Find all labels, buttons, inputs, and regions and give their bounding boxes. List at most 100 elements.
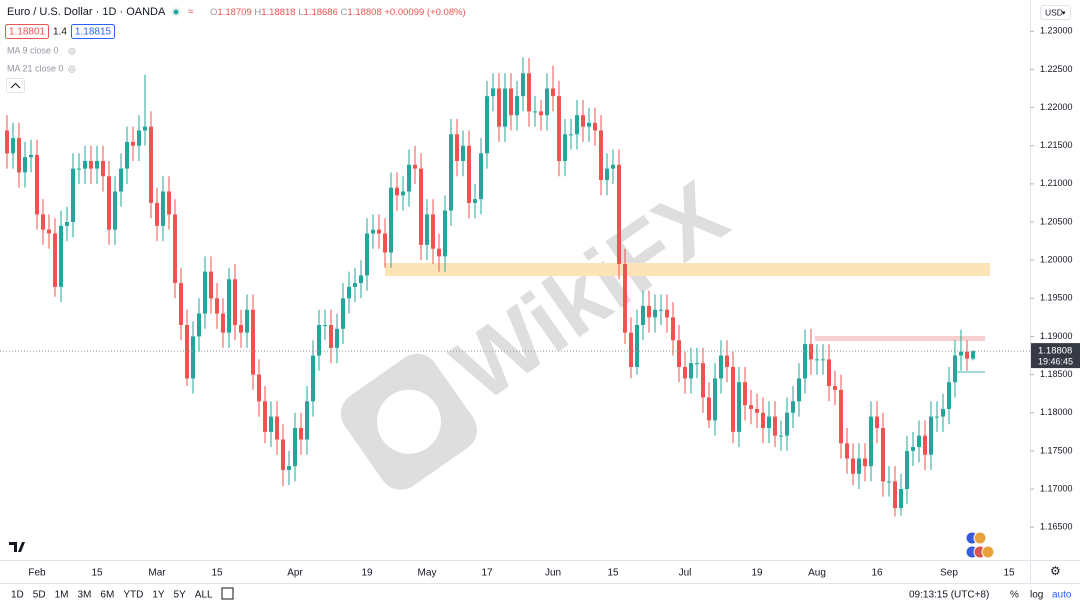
candle-body <box>611 164 615 169</box>
date-range-icon[interactable] <box>221 587 234 600</box>
candle-body <box>263 401 267 432</box>
y-tick-label: 1.19500 <box>1040 293 1073 303</box>
y-tick-label: 1.17500 <box>1040 445 1073 455</box>
y-tick-label: 1.20000 <box>1040 255 1073 265</box>
range-button[interactable]: 3M <box>78 590 92 601</box>
price-tag-countdown: 19:46:45 <box>1038 356 1073 366</box>
collapse-button[interactable] <box>6 78 25 93</box>
event-badge[interactable] <box>973 531 987 545</box>
candle-body <box>221 313 225 333</box>
percent-toggle[interactable]: % <box>1010 590 1019 601</box>
candle-body <box>593 122 597 131</box>
candle-body <box>125 141 129 169</box>
candle-body <box>317 325 321 356</box>
candle-body <box>959 351 963 356</box>
candle-body <box>323 325 327 327</box>
symbol-title[interactable]: Euro / U.S. Dollar · 1D · OANDA <box>7 6 166 18</box>
candle-body <box>839 389 843 444</box>
x-tick-label: May <box>418 568 437 579</box>
candle-body <box>707 397 711 421</box>
ohlc-legend: O1.18709 H1.18818 L1.18686 C1.18808 +0.0… <box>210 7 466 18</box>
event-badge[interactable] <box>981 545 995 559</box>
candle-body <box>275 416 279 440</box>
candle-body <box>587 122 591 127</box>
y-tick-label: 1.17000 <box>1040 483 1073 493</box>
candle-body <box>641 305 645 326</box>
candle-body <box>881 428 885 482</box>
candle-body <box>803 344 807 379</box>
y-tick-label: 1.16500 <box>1040 522 1073 532</box>
candle-body <box>917 435 921 448</box>
candle-body <box>281 439 285 470</box>
candle-body <box>485 96 489 154</box>
range-button[interactable]: 5D <box>33 590 46 601</box>
indicator-label[interactable]: MA 21 close 0 <box>7 63 64 73</box>
candle-body <box>311 355 315 402</box>
candle-body <box>851 458 855 474</box>
candle-body <box>773 416 777 436</box>
change: +0.00099 (+0.08%) <box>384 7 465 18</box>
sell-button[interactable] <box>5 24 49 39</box>
candle-body <box>677 340 681 367</box>
ohlc-label: C <box>341 7 348 18</box>
log-toggle[interactable]: log <box>1030 590 1043 601</box>
range-button[interactable]: 1Y <box>152 590 165 601</box>
candle-body <box>395 187 399 196</box>
visibility-icon[interactable]: ◎ <box>68 63 76 73</box>
bid-price[interactable]: 1.18801 <box>9 27 46 38</box>
currency-button[interactable] <box>1040 5 1071 20</box>
x-tick-label: 17 <box>481 568 493 579</box>
currency[interactable]: USD <box>1045 7 1063 17</box>
range-button[interactable]: YTD <box>123 590 143 601</box>
y-tick-label: 1.21000 <box>1040 178 1073 188</box>
candle-body <box>299 428 303 440</box>
x-tick-label: Apr <box>287 568 303 579</box>
candle-body <box>509 88 513 116</box>
candle-body <box>473 199 477 203</box>
range-button[interactable]: 6M <box>100 590 114 601</box>
x-tick-label: 15 <box>91 568 103 579</box>
candle-body <box>413 164 417 169</box>
candle-body <box>233 279 237 326</box>
candle-body <box>725 355 729 367</box>
x-tick-label: Jun <box>545 568 561 579</box>
candle-body <box>353 283 357 287</box>
settings-icon[interactable]: ⚙ <box>1050 564 1061 578</box>
candle-body <box>29 154 33 158</box>
candle-body <box>227 279 231 333</box>
event-badges[interactable] <box>965 531 995 559</box>
candle-body <box>191 336 195 379</box>
candle-body <box>203 271 207 314</box>
candle-body <box>113 191 117 230</box>
x-tick-label: 15 <box>211 568 223 579</box>
candle-body <box>377 229 381 234</box>
candle-body <box>887 481 891 483</box>
candle-body <box>287 466 291 470</box>
auto-toggle[interactable]: auto <box>1052 590 1072 601</box>
ohlc-label: L <box>298 7 303 18</box>
ohlc-value: 1.18808 <box>347 7 381 18</box>
candle-body <box>17 138 21 173</box>
candle-body <box>629 332 633 367</box>
buy-button[interactable] <box>71 24 115 39</box>
candle-body <box>209 271 213 299</box>
candle-body <box>899 489 903 509</box>
indicator-label[interactable]: MA 9 close 0 <box>7 45 59 55</box>
candle-body <box>569 134 573 136</box>
candle-body <box>173 214 177 284</box>
range-button[interactable]: 5Y <box>174 590 187 601</box>
candle-body <box>35 154 39 215</box>
x-tick-label: Mar <box>148 568 166 579</box>
candle-body <box>53 233 57 287</box>
range-button[interactable]: 1M <box>55 590 69 601</box>
candle-body <box>47 229 51 234</box>
candle-body <box>527 73 531 112</box>
candle-body <box>71 168 75 223</box>
visibility-icon[interactable]: ◎ <box>68 45 76 55</box>
ohlc-value: 1.18709 <box>217 7 251 18</box>
x-tick-label: 16 <box>871 568 883 579</box>
range-button[interactable]: ALL <box>195 590 213 601</box>
range-button[interactable]: 1D <box>11 590 24 601</box>
ask-price[interactable]: 1.18815 <box>75 27 112 38</box>
